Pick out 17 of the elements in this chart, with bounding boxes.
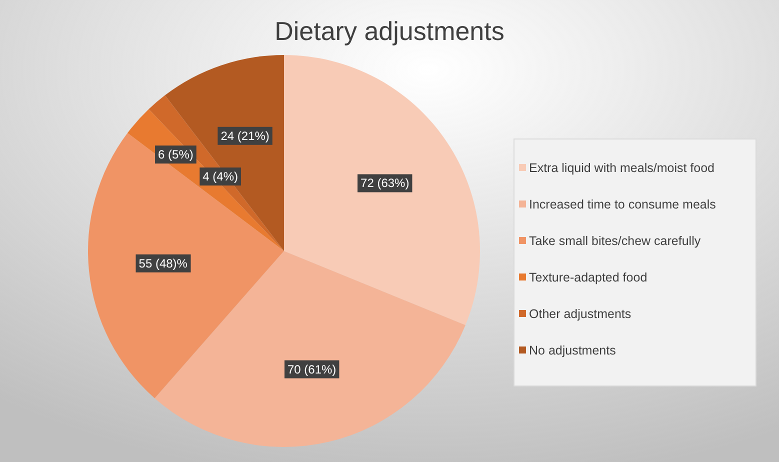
data-label: 72 (63%) xyxy=(360,176,410,190)
legend-label: No adjustments xyxy=(529,344,616,358)
data-label: 6 (5%) xyxy=(158,148,194,162)
data-label: 4 (4%) xyxy=(202,170,238,184)
legend-label: Extra liquid with meals/moist food xyxy=(529,161,715,175)
chart-title: Dietary adjustments xyxy=(274,16,504,46)
legend-label: Take small bites/chew carefully xyxy=(529,234,702,248)
pie-slice xyxy=(154,251,466,447)
data-label: 24 (21%) xyxy=(220,128,270,143)
legend-label: Texture-adapted food xyxy=(529,270,648,284)
pie-slice xyxy=(164,55,284,251)
legend-label: Increased time to consume meals xyxy=(529,198,716,212)
pie-slice xyxy=(88,133,284,398)
legend-label: Other adjustments xyxy=(529,307,632,321)
pie-slice xyxy=(284,55,480,326)
data-label: 55 (48)% xyxy=(138,256,188,270)
data-label: 70 (61%) xyxy=(287,362,336,376)
